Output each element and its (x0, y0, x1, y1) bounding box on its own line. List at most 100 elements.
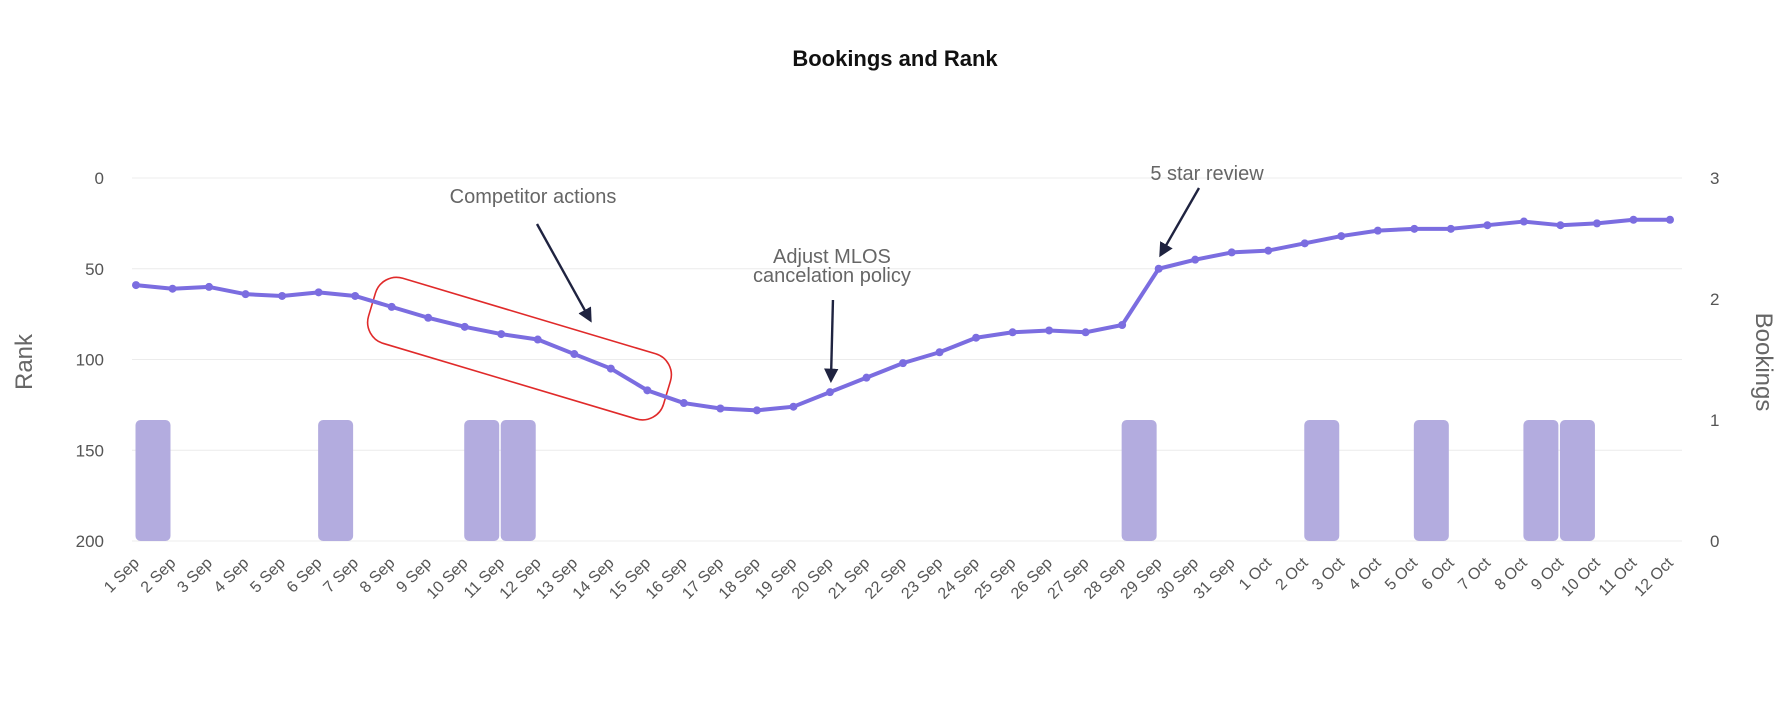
x-tick-label: 7 Oct (1455, 554, 1494, 593)
rank-point (1592, 219, 1601, 228)
left-tick-label: 200 (76, 532, 104, 551)
annotation-arrow (535, 223, 592, 323)
x-tick-label: 1 Sep (101, 555, 143, 597)
rank-point (497, 330, 506, 339)
left-tick-label: 50 (85, 260, 104, 279)
bookings-bar (500, 420, 536, 541)
rank-point (972, 333, 981, 342)
bookings-bar (135, 420, 171, 541)
rank-point (132, 281, 140, 290)
rank-point (1081, 328, 1090, 337)
rank-point (1191, 255, 1200, 264)
rank-points (132, 215, 1674, 415)
annotations: Competitor actions Adjust MLOS cancelation… (450, 163, 1264, 384)
bookings-bar (464, 420, 500, 541)
rank-point (1008, 328, 1017, 337)
rank-point (643, 386, 652, 395)
rank-point (1410, 224, 1419, 233)
rank-point (935, 348, 944, 357)
rank-point (1446, 224, 1455, 233)
rank-point (460, 322, 469, 331)
rank-point (752, 406, 761, 415)
rank-point (606, 364, 615, 373)
left-axis-title: Rank (11, 333, 38, 390)
rank-point (1337, 232, 1346, 241)
rank-point (533, 335, 542, 344)
annotation-label: Competitor actions (450, 186, 617, 208)
x-tick-label: 6 Oct (1419, 554, 1458, 593)
x-tick-label: 31 Sep (1191, 555, 1239, 603)
rank-point (1264, 246, 1273, 255)
annotation-label: 5 star review (1150, 163, 1264, 185)
rank-point (1483, 221, 1492, 230)
annotation-arrow (824, 299, 839, 384)
annotation-line: 5 star review (1150, 163, 1264, 185)
right-tick-label: 2 (1710, 290, 1719, 309)
x-tick-label: 6 Sep (284, 555, 326, 597)
x-tick-label: 3 Oct (1309, 554, 1348, 593)
x-tick-label: 7 Sep (320, 555, 362, 597)
annotation-arrow (1159, 187, 1201, 258)
rank-point (679, 399, 688, 408)
rank-line-path (134, 217, 1672, 413)
rank-point (1045, 326, 1054, 335)
x-tick-label: 10 Sep (424, 555, 472, 603)
rank-point (1300, 239, 1309, 248)
rank-point (1666, 215, 1674, 224)
left-tick-label: 0 (95, 169, 104, 188)
x-tick-label: 12 Oct (1631, 554, 1677, 600)
rank-point (168, 284, 177, 293)
x-tick-label: 3 Sep (174, 555, 216, 597)
highlight-box (366, 276, 673, 421)
rank-point (1227, 248, 1236, 257)
right-axis-ticks: 0 1 2 3 (1710, 169, 1719, 551)
bookings-bar (318, 420, 354, 541)
rank-point (789, 402, 798, 411)
x-tick-label: 11 Oct (1596, 554, 1641, 599)
x-tick-label: 5 Sep (247, 555, 289, 597)
bookings-bar (1121, 420, 1157, 541)
left-tick-label: 100 (76, 351, 104, 370)
x-tick-label: 1 Oct (1236, 554, 1275, 593)
right-tick-label: 3 (1710, 169, 1719, 188)
right-tick-label: 1 (1710, 411, 1719, 430)
bookings-bar (1523, 420, 1559, 541)
annotation-line: cancelation policy (753, 265, 911, 287)
rank-point (314, 288, 323, 297)
annotation-line: Adjust MLOS (773, 246, 891, 268)
rank-point (351, 291, 360, 300)
rank-point (899, 359, 907, 368)
chart-title: Bookings and Rank (792, 46, 998, 71)
bookings-bar (1559, 420, 1595, 541)
x-tick-label: 2 Sep (138, 555, 180, 597)
right-tick-label: 0 (1710, 532, 1719, 551)
rank-point (1373, 226, 1382, 235)
rank-line (134, 217, 1672, 413)
rank-point (1629, 215, 1638, 224)
x-tick-label: 8 Oct (1492, 554, 1531, 593)
rank-point (1519, 217, 1528, 226)
x-tick-label: 2 Oct (1273, 554, 1312, 593)
x-tick-label: 4 Oct (1346, 554, 1385, 593)
rank-point (205, 282, 214, 291)
left-tick-label: 150 (76, 441, 104, 460)
rank-point (387, 302, 396, 311)
x-tick-label: 5 Oct (1382, 554, 1421, 593)
left-axis-ticks: 0 50 100 150 200 (76, 169, 104, 551)
rank-point (570, 350, 579, 359)
rank-point (241, 290, 250, 299)
x-tick-label: 4 Sep (211, 555, 253, 597)
rank-point (825, 388, 834, 397)
bookings-bars (135, 420, 1595, 541)
annotation-line: Competitor actions (450, 186, 617, 208)
annotation-label: Adjust MLOS cancelation policy (753, 246, 911, 287)
x-tick-label: 8 Sep (357, 555, 399, 597)
rank-point (1556, 221, 1565, 230)
rank-point (1118, 321, 1127, 330)
rank-point (716, 404, 725, 413)
annotation-highlight (366, 276, 673, 421)
rank-point (862, 373, 871, 382)
bookings-bar (1304, 420, 1340, 541)
rank-point (1154, 264, 1163, 273)
